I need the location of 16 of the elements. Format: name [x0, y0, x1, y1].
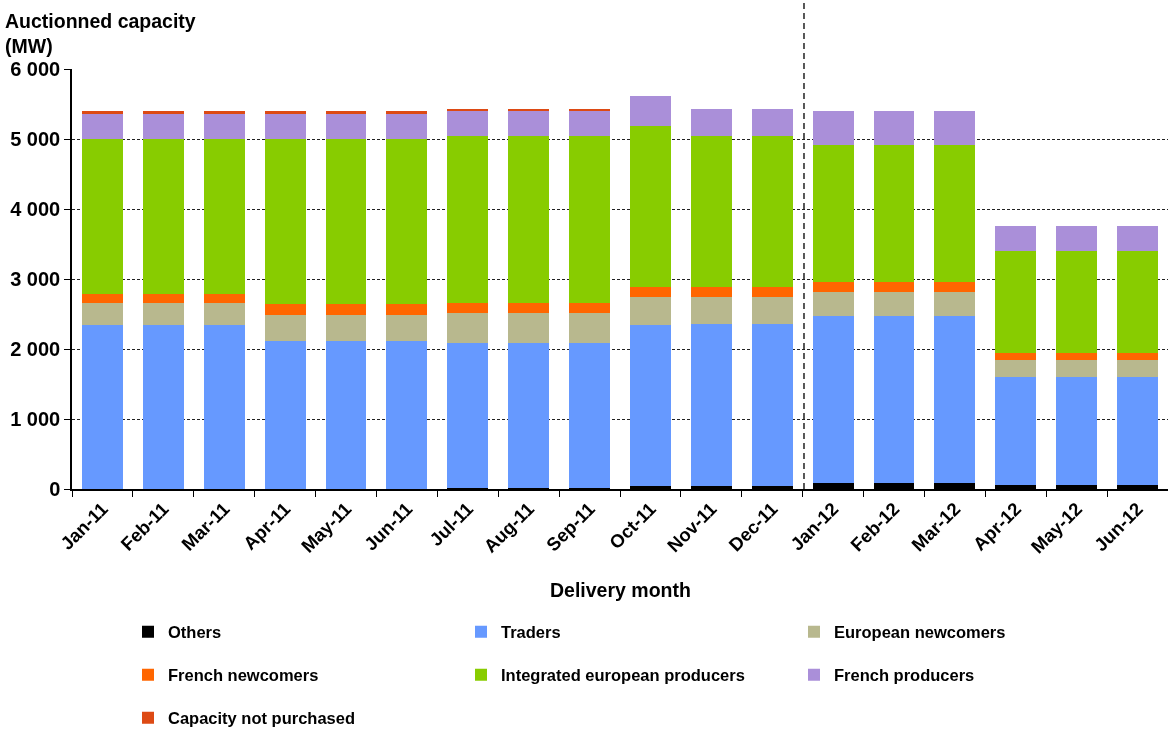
y-tick-label: 4 000 [10, 198, 61, 220]
y-tick-label: 3 000 [10, 268, 61, 290]
y-tick-label: 1 000 [10, 408, 61, 430]
legend-label: French producers [834, 666, 975, 685]
legend-label: Traders [501, 623, 561, 642]
legend-label: Integrated european producers [501, 666, 745, 685]
y-tick-label: 5 000 [10, 128, 61, 150]
y-tick-label: 2 000 [10, 338, 61, 360]
y-axis-title: Auctionned capacity (MW) [5, 10, 196, 58]
legend-label: Capacity not purchased [168, 709, 356, 728]
legend-label: European newcomers [834, 623, 1006, 642]
y-tick-label: 6 000 [10, 58, 61, 80]
legend-label: French newcomers [168, 666, 319, 685]
x-axis-title: Delivery month [550, 579, 691, 601]
y-tick-label: 0 [49, 478, 61, 500]
legend-label: Others [168, 623, 222, 642]
